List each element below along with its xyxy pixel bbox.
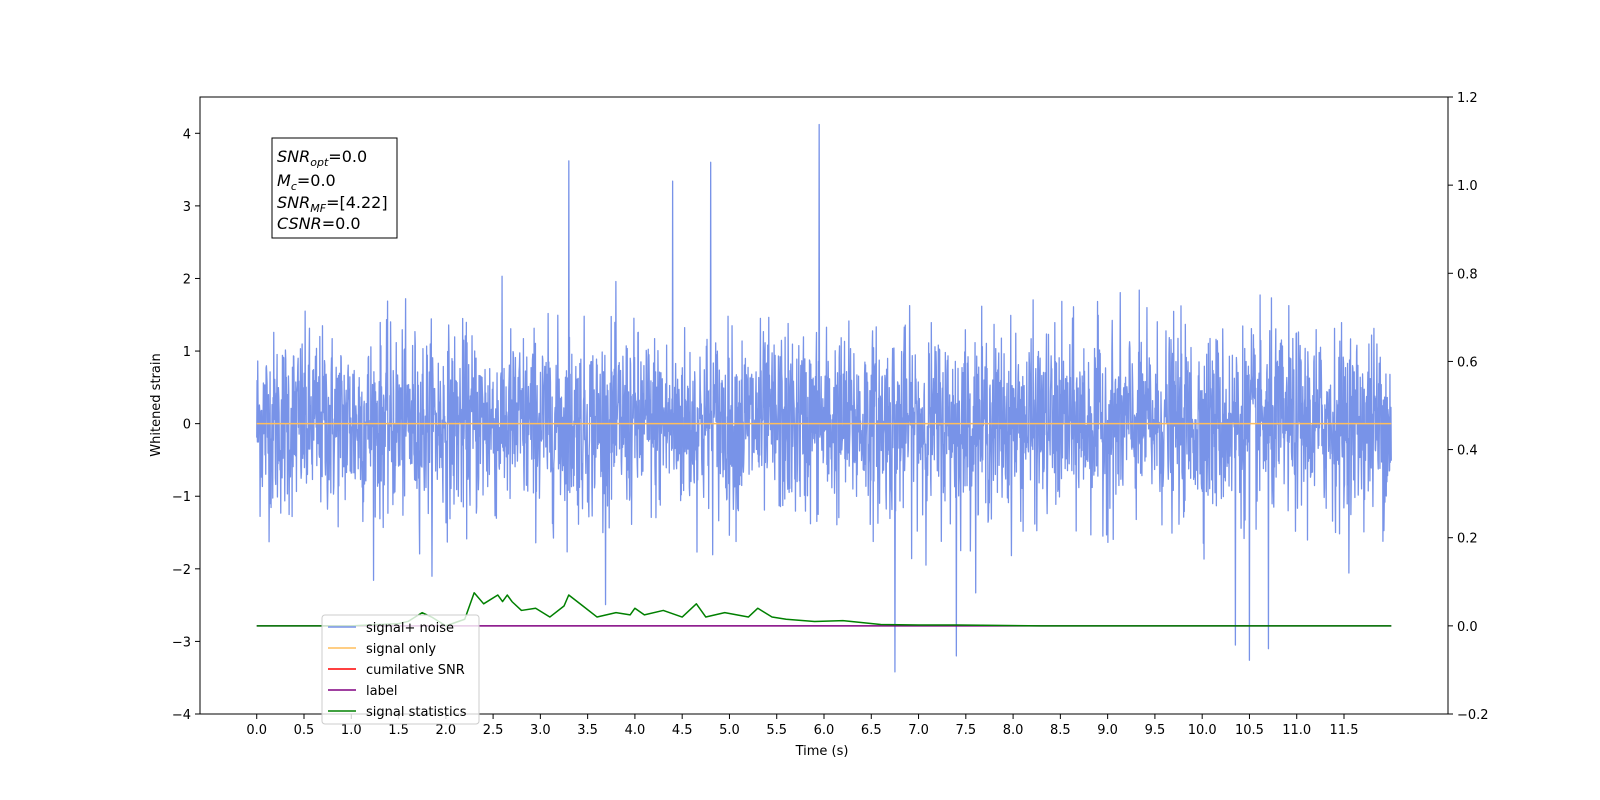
x-tick-label: 4.5 (672, 723, 693, 738)
stats-annotation-box: SNRopt=0.0 Mc=0.0 SNRMF=[4.22] CSNR=0.0 (271, 137, 398, 239)
x-tick-label: 6.5 (861, 723, 882, 738)
x-tick-label: 8.0 (1003, 723, 1024, 738)
x-tick-label: 1.5 (388, 723, 409, 738)
x-axis-label: Time (s) (795, 744, 849, 759)
x-tick-label: 3.0 (530, 723, 551, 738)
x-tick-label: 7.5 (955, 723, 976, 738)
y-left-tick-label: −1 (172, 490, 191, 505)
y-right-tick-label: 0.6 (1457, 355, 1478, 370)
y-left-tick-label: 1 (183, 345, 191, 360)
x-tick-label: 6.0 (814, 723, 835, 738)
legend-label-signal-statistics: signal statistics (366, 705, 467, 720)
x-tick-label: 9.5 (1145, 723, 1166, 738)
legend-label-signal-noise: signal+ noise (366, 621, 454, 636)
series-line-signal-noise (256, 123, 1392, 673)
y-right-tick-label: 0.8 (1457, 267, 1478, 282)
legend-label-cumilative-snr: cumilative SNR (366, 663, 465, 678)
y-axis-right-ticks: −0.2 0.0 0.2 0.4 0.6 0.8 1.0 1.2 (1448, 91, 1489, 723)
y-left-tick-label: 0 (183, 418, 191, 433)
x-tick-label: 10.0 (1188, 723, 1217, 738)
y-right-tick-label: 1.2 (1457, 91, 1478, 106)
annotation-line-snr-mf: SNRMF=[4.22] (277, 193, 388, 215)
annotation-line-csnr: CSNR=0.0 (277, 214, 361, 233)
x-tick-label: 2.0 (435, 723, 456, 738)
x-tick-label: 10.5 (1235, 723, 1264, 738)
x-tick-label: 4.0 (625, 723, 646, 738)
x-tick-label: 1.0 (341, 723, 362, 738)
y-left-tick-label: 4 (183, 127, 191, 142)
annotation-line-snr-opt: SNRopt=0.0 (277, 147, 367, 169)
x-axis-ticks: 0.0 0.5 1.0 1.5 2.0 2.5 3.0 3.5 4.0 4.5 5.0 5.5 6.0 6… (246, 714, 1358, 738)
y-axis-left-ticks: −4 −3 −2 −1 0 1 2 3 4 (172, 127, 200, 723)
y-left-tick-label: −2 (172, 563, 191, 578)
x-tick-label: 5.0 (719, 723, 740, 738)
y-right-tick-label: 0.4 (1457, 444, 1478, 459)
y-right-tick-label: 1.0 (1457, 179, 1478, 194)
x-tick-label: 11.0 (1282, 723, 1311, 738)
x-tick-label: 9.0 (1097, 723, 1118, 738)
annotation-line-mc: Mc=0.0 (277, 171, 336, 193)
x-tick-label: 8.5 (1050, 723, 1071, 738)
x-tick-label: 2.5 (483, 723, 504, 738)
x-tick-label: 0.5 (294, 723, 315, 738)
legend-label-label: label (366, 684, 397, 699)
x-tick-label: 7.0 (908, 723, 929, 738)
x-tick-label: 11.5 (1330, 723, 1359, 738)
y-left-tick-label: 3 (183, 200, 191, 215)
y-left-tick-label: 2 (183, 272, 191, 287)
x-tick-label: 3.5 (577, 723, 598, 738)
y-left-tick-label: −3 (172, 635, 191, 650)
y-right-tick-label: −0.2 (1457, 708, 1489, 723)
legend-frame (321, 614, 480, 725)
y-right-tick-label: 0.0 (1457, 620, 1478, 635)
y-left-tick-label: −4 (172, 708, 191, 723)
x-tick-label: 5.5 (766, 723, 787, 738)
legend: signal+ noise signal only cumilative SNR la… (321, 614, 480, 725)
x-tick-label: 0.0 (246, 723, 267, 738)
y-right-tick-label: 0.2 (1457, 532, 1478, 547)
y-axis-label: Whitened strain (149, 353, 164, 456)
legend-label-signal-only: signal only (366, 642, 436, 657)
